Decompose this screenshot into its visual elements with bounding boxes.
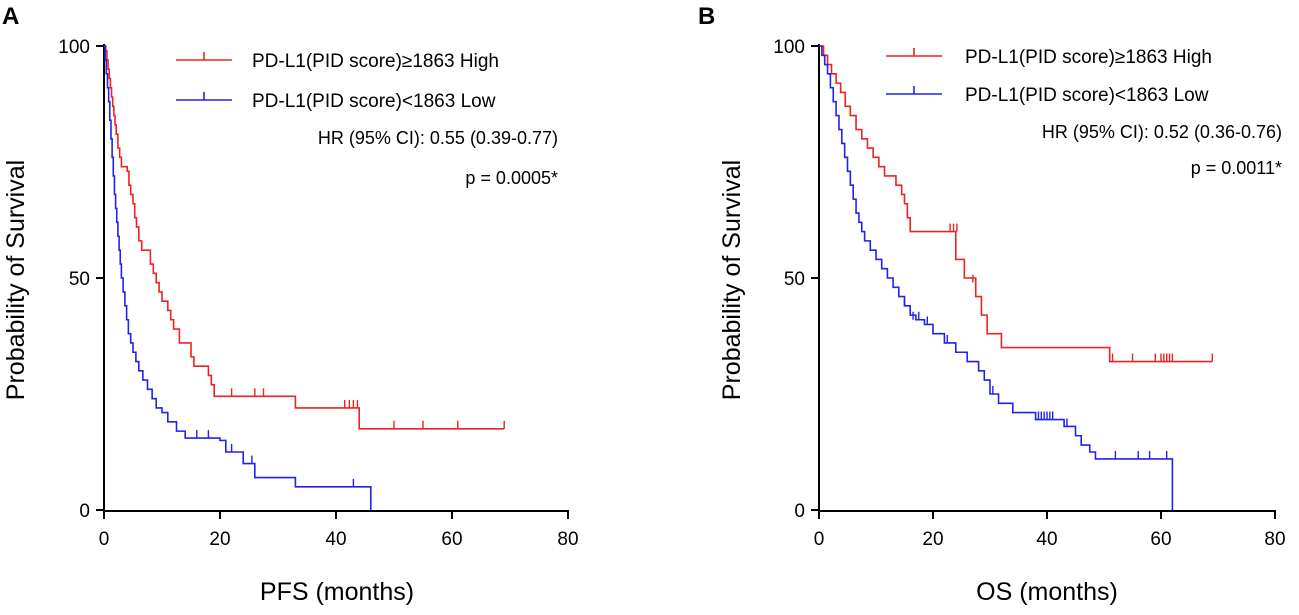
y-tick-label: 50 — [69, 269, 90, 290]
x-tick-label: 20 — [922, 529, 943, 550]
y-tick-label: 100 — [773, 37, 805, 58]
legend-label-high: PD-L1(PID score)≥1863 High — [252, 51, 499, 72]
survival-curve-low — [819, 45, 1174, 510]
hazard-ratio-text: HR (95% CI): 0.52 (0.36-0.76) — [1042, 122, 1282, 142]
legend-entry-high: PD-L1(PID score)≥1863 High — [176, 51, 499, 72]
legend-label-low: PD-L1(PID score)<1863 Low — [252, 91, 496, 112]
y-axis-title: Probability of Survival — [718, 160, 746, 400]
y-tick-label: 100 — [58, 37, 90, 58]
p-value-text: p = 0.0005* — [465, 168, 558, 188]
legend-label-high: PD-L1(PID score)≥1863 High — [965, 47, 1212, 68]
plot-area — [104, 45, 505, 510]
legend: PD-L1(PID score)≥1863 High PD-L1(PID sco… — [176, 51, 499, 112]
y-axis-title: Probability of Survival — [2, 160, 30, 400]
legend-label-low: PD-L1(PID score)<1863 Low — [965, 85, 1209, 106]
y-tick-label: 50 — [784, 269, 805, 290]
y-tick-label: 0 — [794, 501, 805, 522]
legend: PD-L1(PID score)≥1863 High PD-L1(PID sco… — [886, 47, 1212, 106]
panel-letter: A — [2, 3, 19, 30]
y-axis — [811, 44, 820, 512]
hazard-ratio-text: HR (95% CI): 0.55 (0.39-0.77) — [318, 128, 558, 148]
survival-curve-high — [104, 45, 505, 430]
x-tick-label: 60 — [1150, 529, 1171, 550]
x-tick-label: 80 — [1264, 529, 1285, 550]
x-axis — [103, 510, 569, 519]
plot-area — [819, 45, 1214, 510]
x-axis-title: OS (months) — [976, 578, 1118, 606]
x-axis — [818, 510, 1276, 519]
x-tick-label: 60 — [441, 529, 462, 550]
x-tick-label: 40 — [1036, 529, 1057, 550]
x-tick-label: 40 — [325, 529, 346, 550]
survival-curve-low — [104, 45, 372, 510]
legend-entry-low: PD-L1(PID score)<1863 Low — [176, 91, 496, 112]
survival-curve-high — [819, 45, 1213, 363]
x-tick-label: 0 — [99, 529, 110, 550]
x-tick-label: 20 — [209, 529, 230, 550]
x-tick-label: 80 — [557, 529, 578, 550]
panel-letter: B — [698, 3, 715, 30]
legend-entry-high: PD-L1(PID score)≥1863 High — [886, 47, 1212, 68]
x-tick-label: 0 — [814, 529, 825, 550]
y-tick-label: 0 — [79, 501, 90, 522]
panel-b: B 0 50 100 0 20 40 60 80 OS (months) Pro… — [698, 3, 1286, 606]
panel-a: A 0 50 100 0 20 40 60 80 PFS (months) Pr… — [2, 3, 579, 606]
y-axis — [96, 44, 105, 512]
p-value-text: p = 0.0011* — [1191, 158, 1282, 178]
x-axis-title: PFS (months) — [260, 578, 414, 606]
legend-entry-low: PD-L1(PID score)<1863 Low — [886, 85, 1209, 106]
